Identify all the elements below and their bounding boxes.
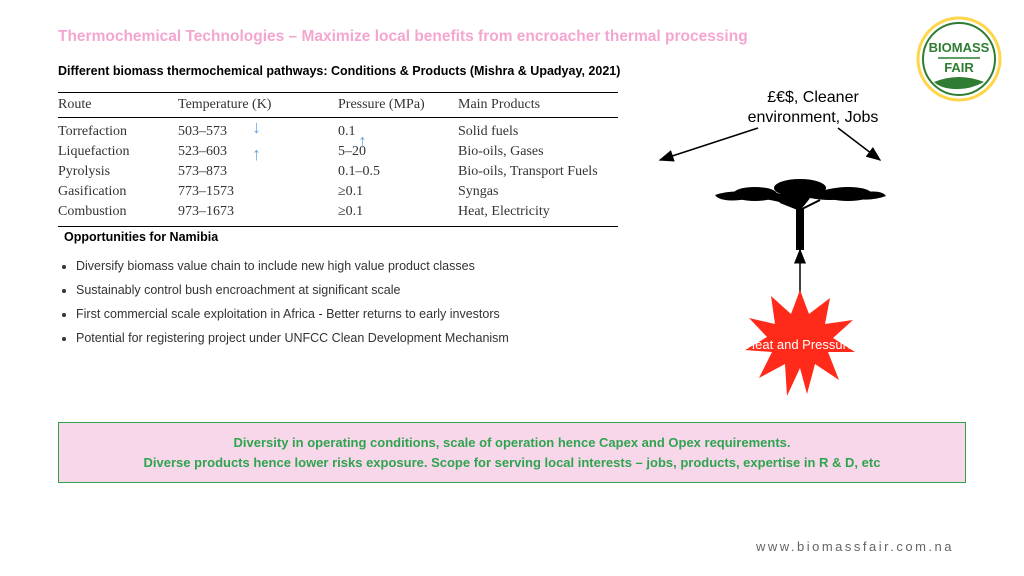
table-header-cell: Route <box>58 93 178 118</box>
benefits-callout: £€$, Cleaner environment, Jobs <box>728 88 898 128</box>
table-cell: 0.1 <box>338 118 458 143</box>
table-cell: Bio-oils, Gases <box>458 142 618 162</box>
heat-pressure-starburst: Heat and Pressure <box>745 290 855 400</box>
table-cell: 973–1673 <box>178 202 338 227</box>
table-cell: Bio-oils, Transport Fuels <box>458 162 618 182</box>
table-row: Pyrolysis573–8730.1–0.5Bio-oils, Transpo… <box>58 162 618 182</box>
svg-text:BIOMASS: BIOMASS <box>929 40 990 55</box>
table-cell: Heat, Electricity <box>458 202 618 227</box>
page-title: Thermochemical Technologies – Maximize l… <box>58 28 748 46</box>
list-item: Sustainably control bush encroachment at… <box>76 278 618 302</box>
table-cell: ≥0.1 <box>338 182 458 202</box>
table-header-cell: Temperature (K) <box>178 93 338 118</box>
table-cell: Syngas <box>458 182 618 202</box>
footer-url: www.biomassfair.com.na <box>756 539 954 554</box>
opportunities-list: Diversify biomass value chain to include… <box>58 254 618 350</box>
table-cell: 5–20 <box>338 142 458 162</box>
table-header-cell: Pressure (MPa) <box>338 93 458 118</box>
table-row: Combustion973–1673≥0.1Heat, Electricity <box>58 202 618 227</box>
opportunities-heading: Opportunities for Namibia <box>64 230 218 244</box>
table-cell: 573–873 <box>178 162 338 182</box>
summary-highlight-box: Diversity in operating conditions, scale… <box>58 422 966 483</box>
table-caption: Different biomass thermochemical pathway… <box>58 64 620 78</box>
table-cell: Gasification <box>58 182 178 202</box>
tree-silhouette-icon <box>710 150 890 250</box>
table-cell: ≥0.1 <box>338 202 458 227</box>
table-cell: Liquefaction <box>58 142 178 162</box>
summary-line-1: Diversity in operating conditions, scale… <box>75 433 949 453</box>
starburst-label: Heat and Pressure <box>746 337 854 353</box>
biomass-fair-logo: BIOMASS FAIR <box>916 16 1002 102</box>
svg-text:FAIR: FAIR <box>944 60 974 75</box>
table-cell: Combustion <box>58 202 178 227</box>
table-cell: 0.1–0.5 <box>338 162 458 182</box>
table-header-cell: Main Products <box>458 93 618 118</box>
table-row: Torrefaction503–5730.1Solid fuels <box>58 118 618 143</box>
list-item: Potential for registering project under … <box>76 326 618 350</box>
table-cell: Torrefaction <box>58 118 178 143</box>
pathways-table: RouteTemperature (K)Pressure (MPa)Main P… <box>58 92 618 227</box>
table-cell: 503–573 <box>178 118 338 143</box>
table-row: Liquefaction523–6035–20Bio-oils, Gases <box>58 142 618 162</box>
table-cell: Pyrolysis <box>58 162 178 182</box>
table-cell: Solid fuels <box>458 118 618 143</box>
list-item: First commercial scale exploitation in A… <box>76 302 618 326</box>
summary-line-2: Diverse products hence lower risks expos… <box>75 453 949 473</box>
table-row: Gasification773–1573≥0.1Syngas <box>58 182 618 202</box>
table-cell: 523–603 <box>178 142 338 162</box>
table-cell: 773–1573 <box>178 182 338 202</box>
list-item: Diversify biomass value chain to include… <box>76 254 618 278</box>
